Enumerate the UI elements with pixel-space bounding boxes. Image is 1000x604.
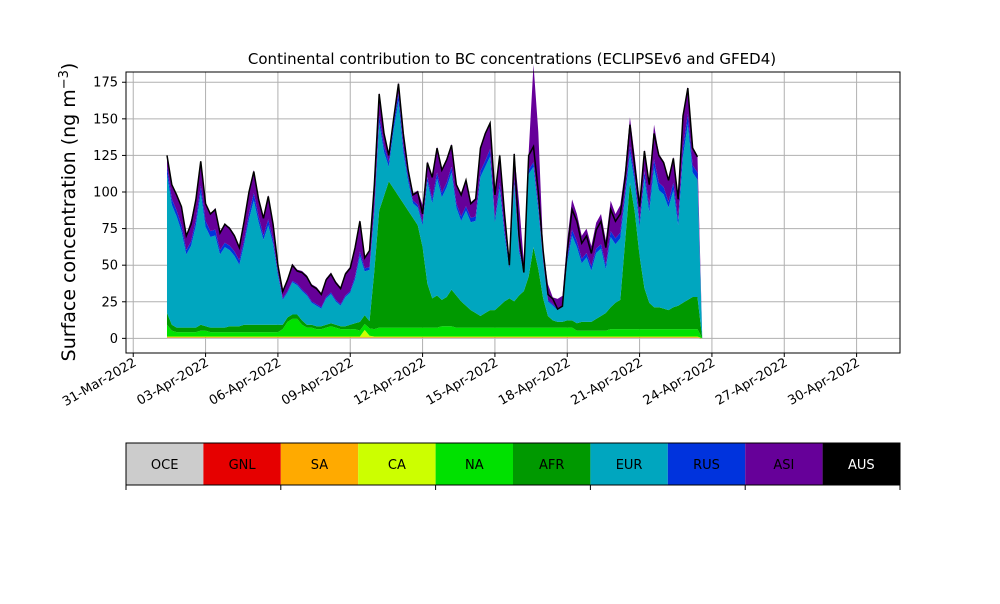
chart-title: Continental contribution to BC concentra…: [248, 50, 776, 68]
y-tick-label: 100: [93, 186, 118, 201]
x-tick-label: 30-Apr-2022: [785, 355, 862, 408]
legend-label-asi: ASI: [773, 458, 794, 473]
x-tick-label: 27-Apr-2022: [713, 355, 790, 408]
y-axis-label-superscript: −3: [57, 70, 72, 89]
legend-label-aus: AUS: [848, 458, 875, 473]
x-tick-label: 09-Apr-2022: [279, 355, 356, 408]
y-tick-label: 25: [101, 295, 118, 310]
x-tick-label: 03-Apr-2022: [134, 355, 211, 408]
x-tick-label: 12-Apr-2022: [351, 355, 428, 408]
y-tick-label: 125: [93, 149, 118, 164]
legend-label-oce: OCE: [151, 458, 179, 473]
y-tick-label: 150: [93, 112, 118, 127]
legend-label-ca: CA: [388, 458, 406, 473]
y-axis-label-close: ): [58, 63, 80, 70]
y-tick-label: 75: [101, 222, 118, 237]
x-tick-label: 24-Apr-2022: [641, 355, 718, 408]
x-tick-label: 06-Apr-2022: [207, 355, 284, 408]
y-axis: 0 25 50 75 100 125 150 175: [93, 76, 126, 347]
legend-label-rus: RUS: [693, 458, 720, 473]
y-tick-label: 175: [93, 76, 118, 91]
legend-label-gnl: GNL: [229, 458, 257, 473]
x-tick-label: 18-Apr-2022: [496, 355, 573, 408]
legend-label-eur: EUR: [616, 458, 643, 473]
x-tick-label: 31-Mar-2022: [60, 355, 139, 409]
y-tick-label: 0: [110, 332, 118, 347]
x-tick-label: 21-Apr-2022: [568, 355, 645, 408]
stacked-areas: [167, 65, 881, 339]
colorbar-legend: OCE GNL SA CA NA AFR EUR RUS ASI AUS: [126, 443, 900, 490]
x-axis: 31-Mar-202203-Apr-202206-Apr-202209-Apr-…: [60, 353, 863, 410]
x-tick-label: 15-Apr-2022: [424, 355, 501, 408]
legend-label-na: NA: [465, 458, 484, 473]
y-axis-label: Surface concentration (ng m−3): [57, 63, 80, 362]
y-axis-label-main: Surface concentration (ng m: [58, 89, 80, 361]
legend-label-sa: SA: [311, 458, 328, 473]
legend-label-afr: AFR: [539, 458, 564, 473]
y-tick-label: 50: [101, 259, 118, 274]
